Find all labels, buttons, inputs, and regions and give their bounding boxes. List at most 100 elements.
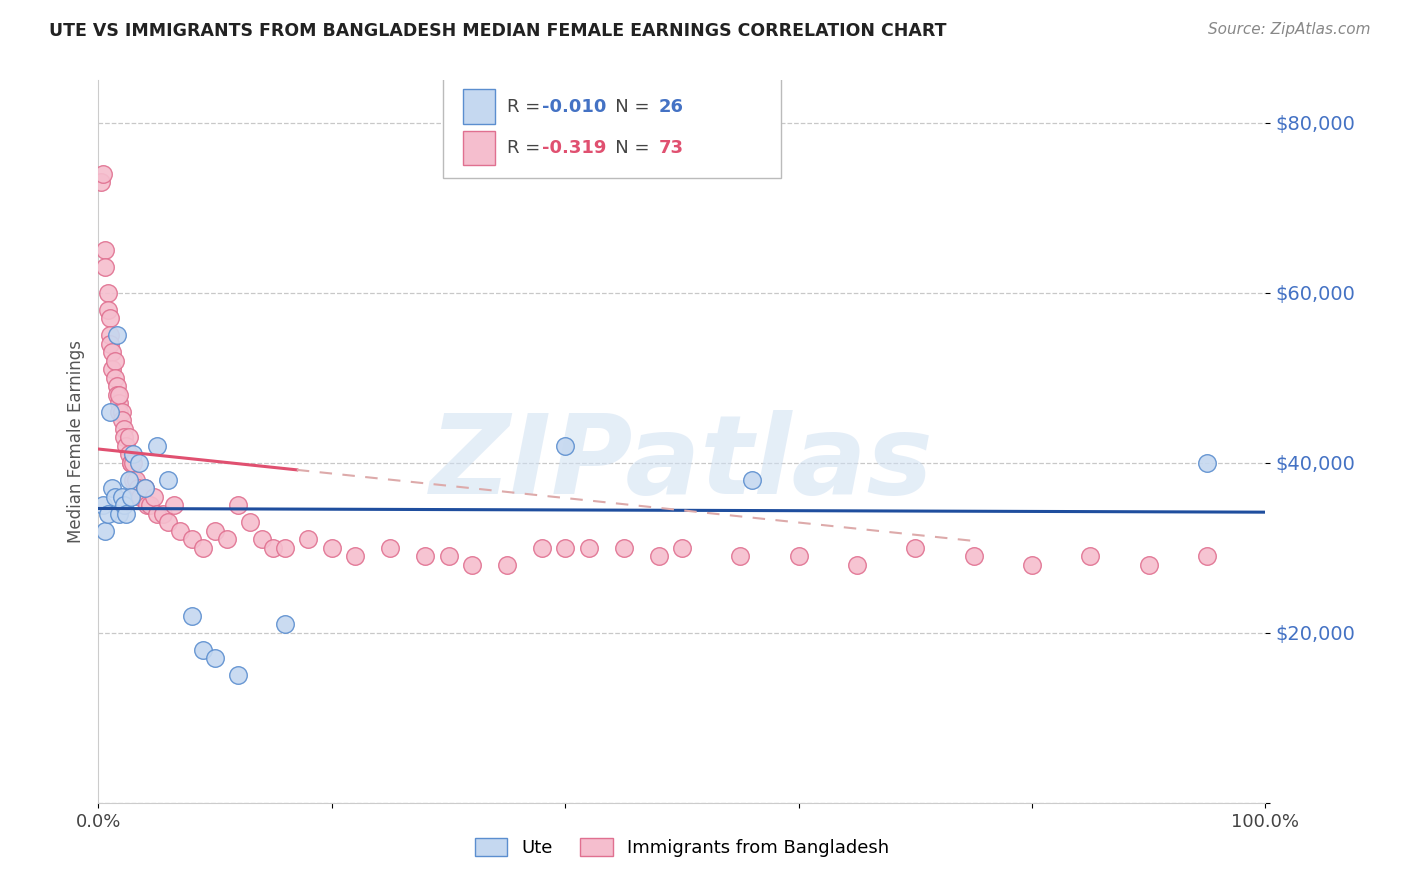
Point (143, 490, 166, 504)
Point (146, 439, 169, 453)
Point (274, 541, 297, 555)
Point (204, 651, 226, 665)
Point (101, 481, 124, 495)
Point (120, 490, 142, 504)
Point (215, 533, 238, 547)
Point (152, 507, 174, 521)
Point (118, 473, 141, 487)
Point (136, 498, 159, 512)
Point (274, 617, 297, 632)
Text: R =: R = (508, 97, 546, 116)
Point (169, 524, 191, 538)
Point (101, 345, 124, 359)
Point (530, 541, 553, 555)
Point (1195, 456, 1218, 470)
Point (262, 541, 284, 555)
Point (163, 498, 186, 512)
Point (111, 413, 134, 427)
Point (118, 430, 141, 444)
Point (554, 541, 576, 555)
Point (193, 541, 215, 555)
Point (134, 481, 156, 495)
Point (671, 541, 693, 555)
Point (380, 541, 402, 555)
Text: 73: 73 (658, 139, 683, 157)
Text: N =: N = (598, 97, 655, 116)
Point (125, 473, 148, 487)
Point (97, 507, 120, 521)
Point (180, 608, 202, 623)
Point (111, 405, 134, 419)
Text: N =: N = (598, 139, 655, 157)
Point (139, 498, 162, 512)
Point (111, 490, 134, 504)
Text: -0.010: -0.010 (541, 97, 606, 116)
Point (1021, 558, 1043, 572)
Point (105, 328, 128, 343)
FancyBboxPatch shape (443, 77, 782, 178)
Point (120, 456, 142, 470)
Point (134, 481, 156, 495)
Point (98, 336, 121, 351)
Point (413, 549, 436, 564)
Text: -0.319: -0.319 (541, 139, 606, 157)
Point (496, 558, 519, 572)
Point (105, 379, 128, 393)
Point (127, 481, 149, 495)
Point (250, 533, 273, 547)
Point (613, 541, 636, 555)
Point (228, 668, 250, 682)
Point (98, 328, 121, 343)
Point (647, 549, 669, 564)
Point (122, 447, 145, 461)
Point (101, 362, 124, 376)
Point (122, 473, 145, 487)
Point (112, 422, 135, 436)
Point (94, 244, 117, 258)
Text: Source: ZipAtlas.com: Source: ZipAtlas.com (1208, 22, 1371, 37)
Point (128, 456, 150, 470)
Point (112, 498, 135, 512)
Point (120, 456, 142, 470)
Point (105, 388, 128, 402)
Point (578, 541, 600, 555)
Text: R =: R = (508, 139, 546, 157)
Point (104, 490, 127, 504)
Text: UTE VS IMMIGRANTS FROM BANGLADESH MEDIAN FEMALE EARNINGS CORRELATION CHART: UTE VS IMMIGRANTS FROM BANGLADESH MEDIAN… (49, 22, 946, 40)
Point (98, 311, 121, 326)
Point (97, 285, 120, 300)
Point (118, 447, 141, 461)
Point (437, 549, 460, 564)
Point (115, 439, 138, 453)
Point (157, 473, 180, 487)
Point (157, 516, 180, 530)
Text: 26: 26 (658, 97, 683, 116)
Point (321, 541, 343, 555)
Point (90, 175, 112, 189)
Point (112, 430, 135, 444)
Point (108, 396, 131, 410)
Point (1080, 549, 1102, 564)
Point (108, 507, 131, 521)
Point (741, 473, 763, 487)
Legend: Ute, Immigrants from Bangladesh: Ute, Immigrants from Bangladesh (465, 829, 898, 866)
Point (104, 353, 127, 368)
Point (97, 302, 120, 317)
Point (461, 558, 484, 572)
Point (193, 642, 215, 657)
Point (115, 507, 138, 521)
Text: ZIPatlas: ZIPatlas (430, 409, 934, 516)
Point (730, 549, 752, 564)
Point (129, 490, 152, 504)
Point (554, 439, 576, 453)
Point (962, 549, 984, 564)
Point (91, 498, 114, 512)
Point (180, 533, 202, 547)
Point (1195, 549, 1218, 564)
Point (91, 167, 114, 181)
FancyBboxPatch shape (463, 130, 495, 165)
Point (787, 549, 810, 564)
Point (904, 541, 927, 555)
Point (122, 456, 145, 470)
Point (1137, 558, 1160, 572)
